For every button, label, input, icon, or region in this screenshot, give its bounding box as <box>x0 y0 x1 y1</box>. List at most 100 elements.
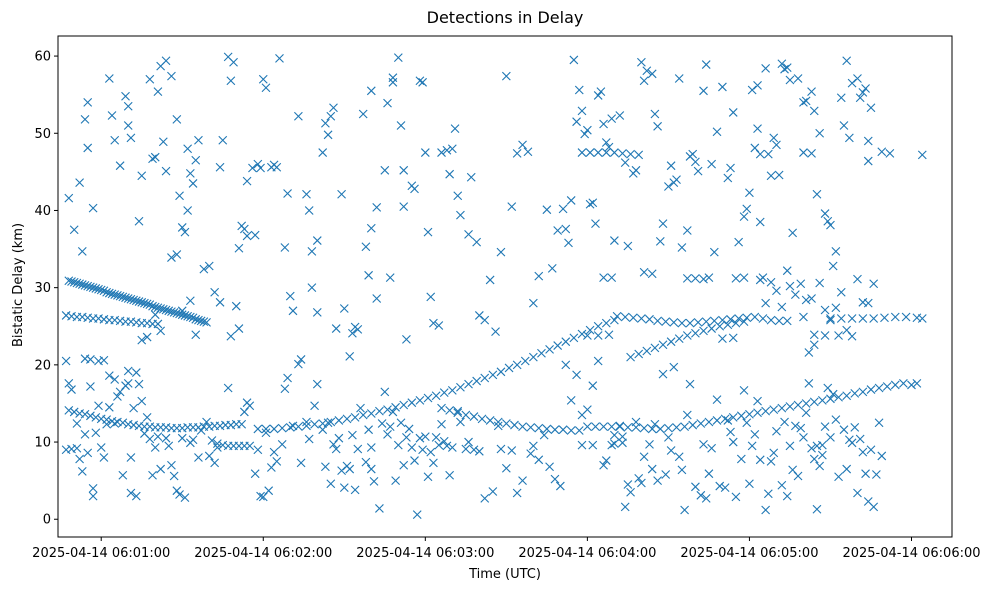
data-point <box>334 416 344 425</box>
data-point <box>518 476 527 486</box>
y-axis-title: Bistatic Delay (km) <box>11 223 26 347</box>
data-point <box>728 108 738 117</box>
data-point <box>104 288 114 298</box>
data-point <box>674 74 684 83</box>
data-point <box>153 303 163 313</box>
data-point <box>253 159 263 169</box>
data-point <box>180 227 190 237</box>
data-point <box>107 111 117 120</box>
y-tick-label: 10 <box>34 436 51 451</box>
data-point <box>591 422 600 431</box>
data-point <box>107 289 117 299</box>
data-point <box>863 156 873 166</box>
data-point <box>723 416 733 425</box>
data-point <box>777 403 787 413</box>
data-point <box>577 148 587 157</box>
data-point <box>618 148 627 158</box>
data-point <box>461 444 471 454</box>
data-point <box>115 291 125 301</box>
x-axis-title: Time (UTC) <box>468 567 541 582</box>
data-point <box>504 363 514 373</box>
data-point <box>807 87 816 96</box>
data-point <box>742 204 752 214</box>
data-point <box>817 440 827 450</box>
data-point <box>67 385 76 394</box>
data-point <box>804 348 814 357</box>
data-point <box>542 205 552 215</box>
x-axis-ticks: 2025-04-14 06:01:00 2025-04-14 06:02:00 20… <box>32 537 981 561</box>
data-point <box>585 325 595 335</box>
data-point <box>491 327 500 337</box>
data-point <box>637 478 646 488</box>
data-point <box>348 430 357 440</box>
data-point <box>761 64 771 73</box>
data-point <box>666 446 676 455</box>
data-point <box>237 419 247 429</box>
data-point <box>64 406 74 415</box>
data-point <box>774 316 784 326</box>
chart-title: Detections in Delay <box>427 8 584 27</box>
data-point <box>874 418 884 428</box>
data-point <box>256 491 265 501</box>
data-point <box>869 502 879 512</box>
data-point <box>763 489 773 499</box>
data-point <box>64 276 74 286</box>
data-point <box>526 422 536 432</box>
data-point <box>653 476 662 486</box>
data-point <box>258 74 268 84</box>
data-point <box>753 124 762 134</box>
data-point <box>653 316 662 326</box>
y-tick-label: 60 <box>34 50 51 65</box>
data-point <box>77 466 87 476</box>
data-point <box>429 318 438 328</box>
data-point <box>585 199 595 209</box>
data-point <box>780 417 789 427</box>
data-point <box>512 360 522 370</box>
data-point <box>804 378 814 388</box>
data-point <box>393 440 403 450</box>
data-point <box>599 273 608 283</box>
data-point <box>647 464 657 474</box>
data-point <box>680 505 689 515</box>
data-point <box>701 494 711 503</box>
data-point <box>507 446 517 455</box>
data-point <box>728 333 738 343</box>
data-point <box>807 294 816 303</box>
data-point <box>763 149 773 159</box>
data-point <box>877 147 887 157</box>
y-tick-label: 40 <box>34 204 51 219</box>
data-point <box>418 77 428 87</box>
data-point <box>755 275 765 285</box>
data-point <box>80 429 90 439</box>
data-point <box>69 225 79 235</box>
data-point <box>809 106 819 116</box>
data-point <box>218 135 228 145</box>
data-markers <box>61 52 927 520</box>
data-point <box>134 216 144 226</box>
data-point <box>685 379 695 389</box>
data-point <box>191 314 201 324</box>
data-point <box>566 395 576 405</box>
data-point <box>77 280 87 289</box>
data-point <box>628 313 638 323</box>
data-point <box>445 470 455 480</box>
data-point <box>842 56 852 66</box>
data-point <box>866 445 876 455</box>
data-point <box>669 362 679 372</box>
data-point <box>153 319 163 329</box>
data-point <box>339 483 349 492</box>
data-point <box>91 428 101 438</box>
data-point <box>447 385 457 395</box>
data-point <box>113 290 122 300</box>
data-point <box>242 176 252 186</box>
data-point <box>599 460 608 470</box>
data-point <box>917 150 927 160</box>
data-point <box>72 278 82 288</box>
data-point <box>812 504 822 514</box>
data-point <box>712 395 722 404</box>
data-point <box>645 314 654 324</box>
data-point <box>488 487 498 496</box>
data-point <box>596 87 606 96</box>
data-point <box>356 403 365 413</box>
